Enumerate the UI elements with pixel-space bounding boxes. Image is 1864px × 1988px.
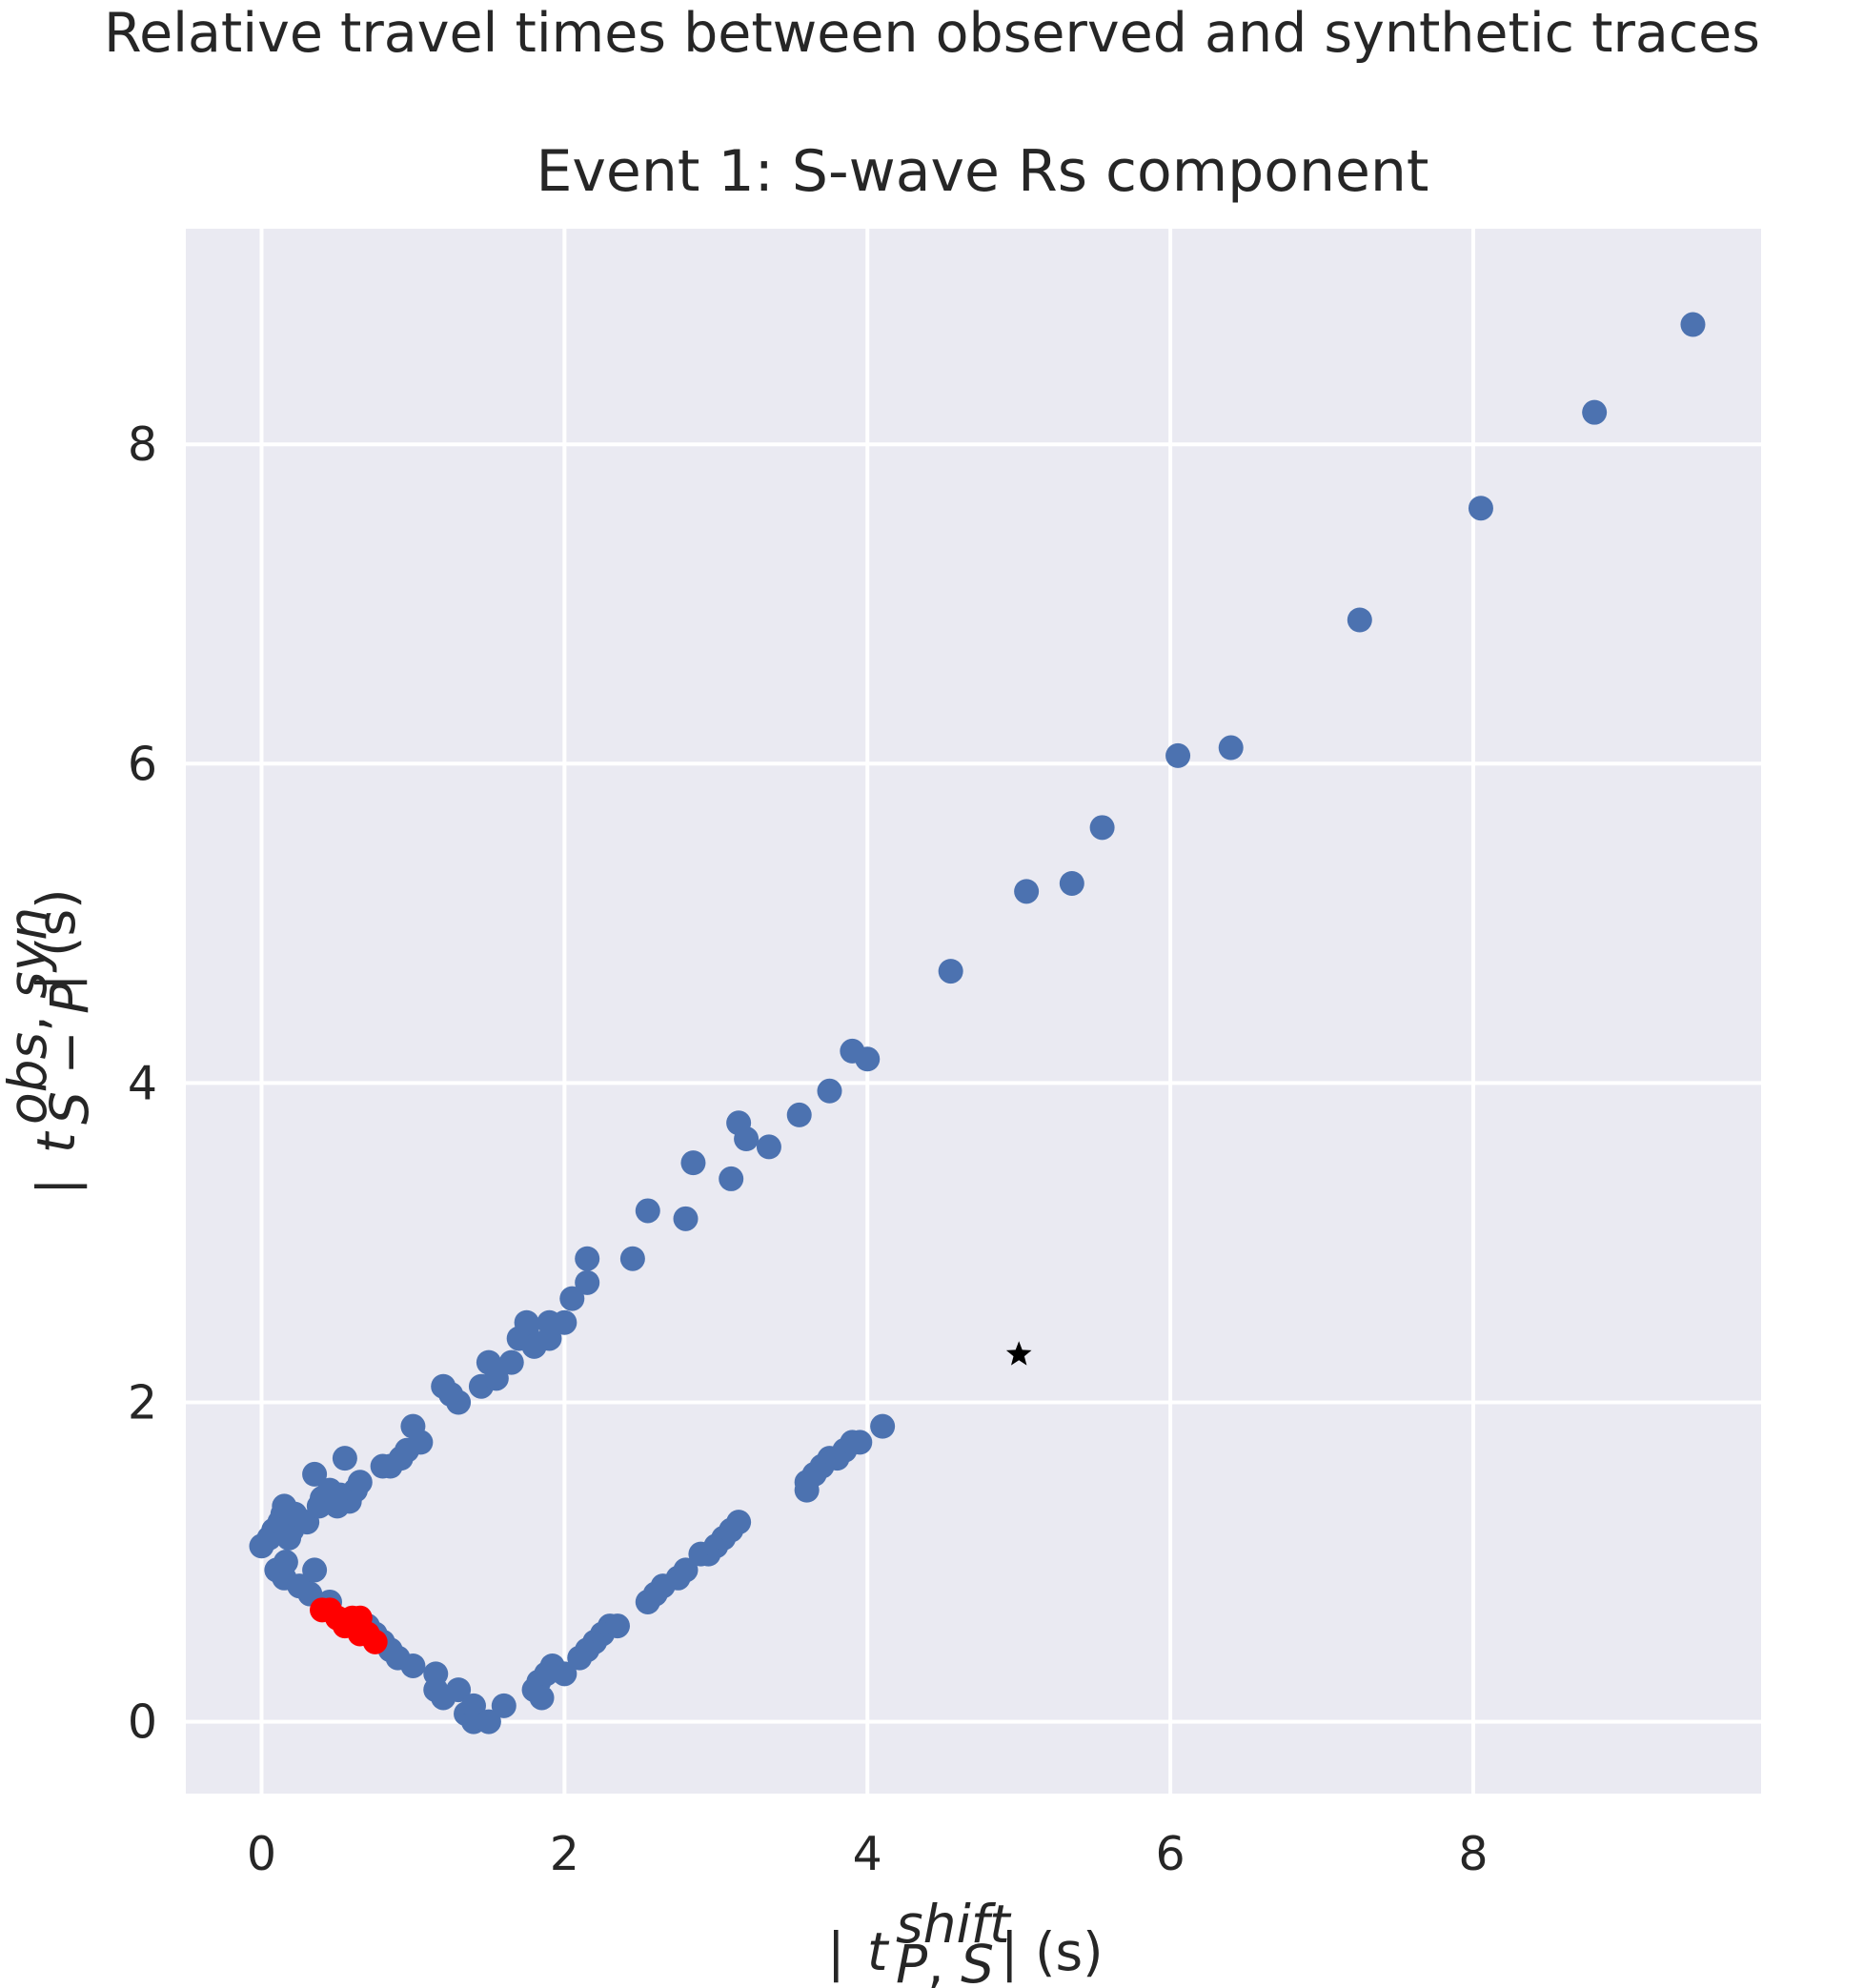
data-point (408, 1430, 434, 1455)
data-point (575, 1246, 600, 1271)
data-point (1347, 607, 1372, 633)
data-point (719, 1166, 744, 1191)
data-point (332, 1446, 357, 1471)
data-point (734, 1126, 760, 1152)
data-point (726, 1510, 752, 1535)
data-point (302, 1461, 328, 1487)
y-axis-label: | t obs, syn S − P | (s) (0, 888, 100, 1195)
y-tick-label: 8 (128, 417, 157, 472)
data-point (604, 1613, 630, 1639)
data-point (673, 1206, 699, 1231)
svg-text:shift: shift (896, 1894, 1012, 1955)
y-tick-label: 0 (128, 1695, 157, 1750)
data-point (673, 1557, 699, 1583)
data-point (514, 1309, 539, 1335)
data-point (476, 1709, 501, 1734)
data-point (938, 959, 963, 984)
x-tick-label: 6 (1156, 1827, 1185, 1881)
data-point (460, 1693, 486, 1718)
svg-text:t: t (867, 1921, 890, 1982)
x-tick-label: 2 (550, 1827, 579, 1881)
data-point (1680, 312, 1706, 337)
data-point (619, 1246, 645, 1271)
data-point (362, 1629, 388, 1654)
data-point (786, 1102, 812, 1127)
data-point (635, 1198, 660, 1224)
grid-lines (186, 229, 1761, 1794)
data-point (552, 1309, 577, 1335)
x-tick-label: 8 (1458, 1827, 1488, 1881)
data-point (302, 1557, 328, 1583)
data-points (249, 312, 1706, 1734)
data-point (1218, 735, 1244, 761)
chart-title: Event 1: S-wave Rs component (537, 138, 1429, 205)
data-point (847, 1430, 873, 1455)
data-point (575, 1269, 600, 1295)
data-point (347, 1470, 373, 1495)
data-point (273, 1550, 298, 1575)
data-point (1014, 879, 1040, 904)
data-point (498, 1349, 524, 1375)
data-point (1468, 496, 1493, 521)
svg-text:obs, syn: obs, syn (0, 907, 58, 1125)
data-point (1165, 742, 1191, 768)
data-point (1059, 870, 1084, 896)
data-point (446, 1390, 472, 1415)
data-point (529, 1685, 555, 1711)
svg-text:| (s): | (s) (26, 888, 88, 991)
data-point (491, 1693, 517, 1718)
y-tick-label: 6 (128, 737, 157, 791)
data-point (680, 1150, 706, 1176)
svg-text:S − P: S − P (39, 982, 100, 1125)
y-tick-labels: 0 2 4 6 8 (128, 417, 157, 1749)
data-point (552, 1661, 577, 1687)
svg-text:| (s): | (s) (1001, 1921, 1104, 1983)
svg-text:P, S: P, S (896, 1934, 994, 1988)
data-point (870, 1413, 896, 1439)
data-point (817, 1078, 842, 1104)
svg-text:|: | (827, 1921, 845, 1983)
data-point (483, 1366, 509, 1391)
x-tick-label: 4 (853, 1827, 882, 1881)
data-point (855, 1046, 881, 1072)
figure-suptitle: Relative travel times between observed a… (104, 2, 1760, 65)
star-marker (1005, 1341, 1032, 1366)
x-axis-label: | t shift P, S | (s) (827, 1894, 1104, 1988)
data-point (446, 1677, 472, 1703)
data-point (1089, 815, 1115, 841)
svg-text:t: t (26, 1130, 87, 1153)
data-point (1582, 399, 1608, 425)
data-point (756, 1134, 781, 1160)
y-tick-label: 2 (128, 1376, 157, 1430)
data-point (559, 1286, 585, 1311)
x-tick-labels: 0 2 4 6 8 (247, 1827, 1489, 1881)
svg-text:|: | (26, 1177, 88, 1195)
x-tick-label: 0 (247, 1827, 276, 1881)
y-tick-label: 4 (128, 1056, 157, 1110)
data-point (400, 1653, 426, 1678)
plot-area (186, 229, 1761, 1794)
